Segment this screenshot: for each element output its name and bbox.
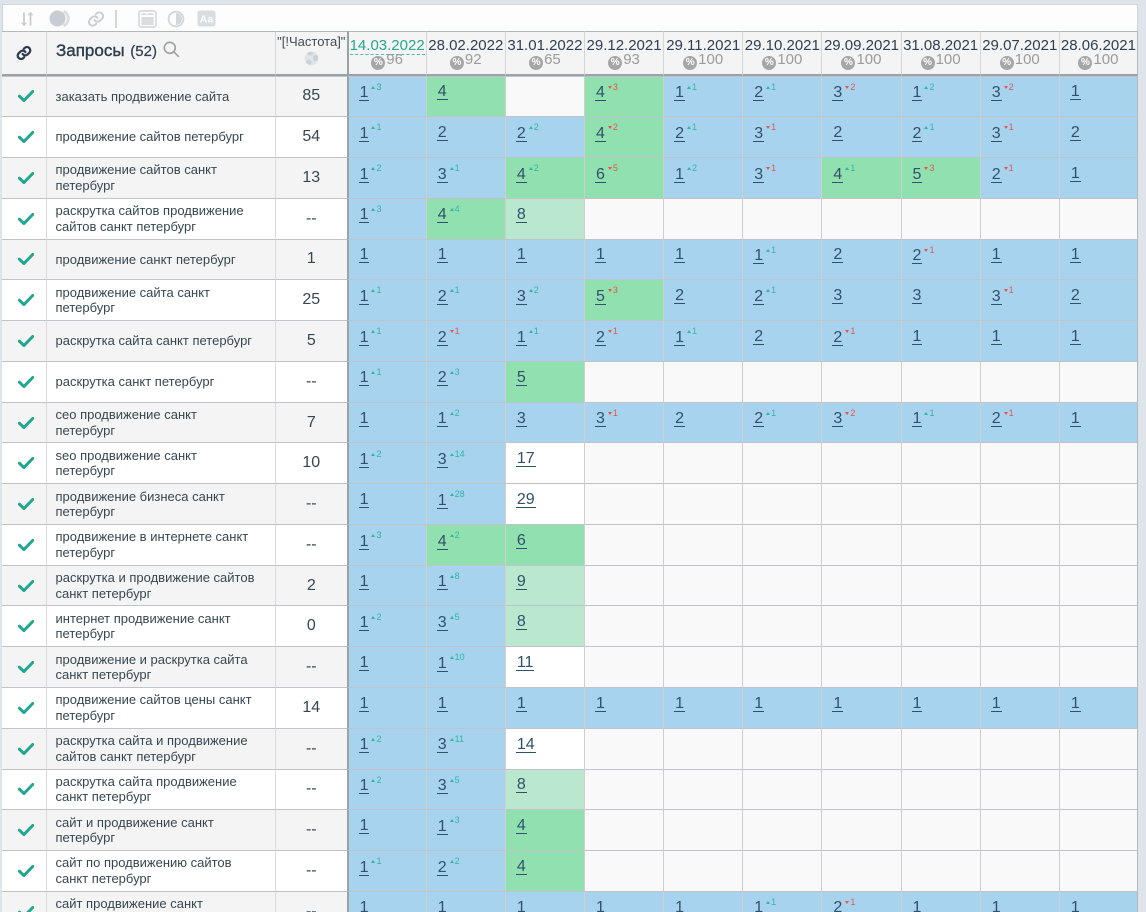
svg-text:Aa: Aa	[200, 14, 214, 26]
